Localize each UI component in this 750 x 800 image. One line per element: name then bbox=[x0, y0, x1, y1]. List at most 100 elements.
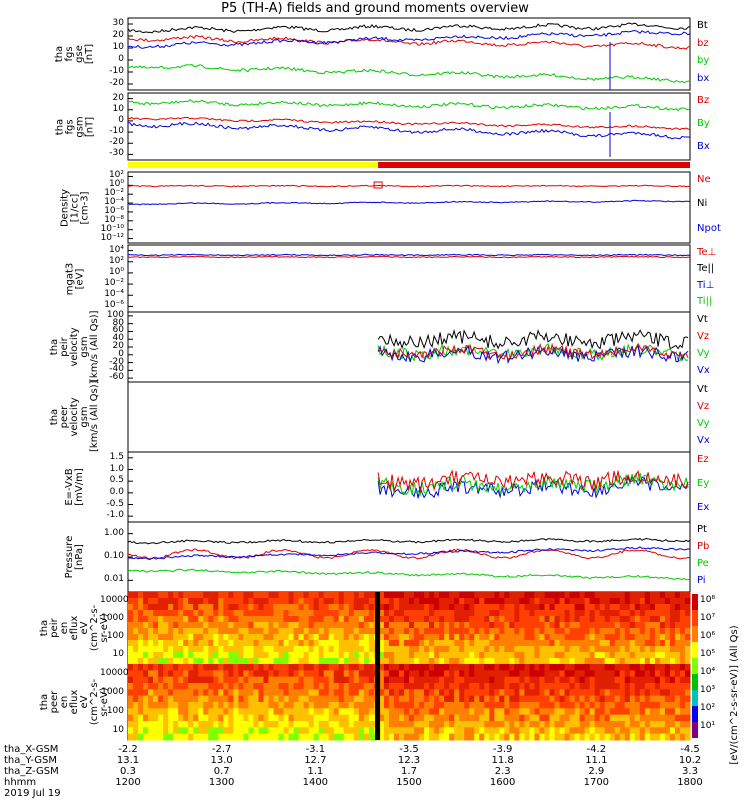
peir-en-cell bbox=[253, 658, 259, 665]
peer-en-cell bbox=[238, 695, 244, 703]
peir-en-cell bbox=[674, 610, 681, 617]
peer-en-cell bbox=[203, 695, 209, 703]
peer-en-cell bbox=[263, 689, 269, 697]
peer-en-cell bbox=[138, 727, 144, 735]
peer-en-cell bbox=[549, 683, 556, 690]
peir-en-cell bbox=[619, 610, 626, 617]
peir-en-cell bbox=[629, 652, 636, 659]
peer-en-cell bbox=[308, 695, 315, 703]
peer-en-cell bbox=[494, 676, 500, 684]
peir-en-cell bbox=[393, 628, 400, 635]
peir-en-cell bbox=[459, 646, 465, 653]
peer-en-cell bbox=[143, 721, 149, 728]
peer-en-cell bbox=[639, 714, 646, 722]
peer-en-cell bbox=[248, 714, 254, 722]
peer-en-cell bbox=[353, 689, 360, 697]
peir-en-cell bbox=[378, 598, 385, 605]
peer-en-cell bbox=[679, 683, 686, 690]
peer-en-cell bbox=[143, 727, 149, 735]
peir-en-cell bbox=[233, 652, 239, 659]
peer-en-cell bbox=[549, 714, 556, 722]
peer-en-cell bbox=[143, 689, 149, 697]
peir-en-cell bbox=[684, 658, 691, 665]
peir-en-cell bbox=[454, 640, 460, 647]
peer-en-cell bbox=[554, 695, 561, 703]
peer-en-cell bbox=[579, 695, 586, 703]
peir-en-cell bbox=[328, 598, 335, 605]
peir-en-cell bbox=[193, 622, 199, 629]
efield-tick-label: 0.5 bbox=[109, 475, 124, 486]
peer-en-cell bbox=[228, 733, 234, 741]
peer-en-cell bbox=[128, 727, 134, 735]
peir-en-cell bbox=[479, 640, 485, 647]
peer-en-cell bbox=[529, 689, 535, 697]
peer-en-cell bbox=[434, 676, 440, 684]
peer-en-cell bbox=[348, 683, 355, 690]
peir-en-cell bbox=[213, 616, 219, 623]
peer-en-cell bbox=[564, 676, 571, 684]
peer-en-cell bbox=[393, 670, 400, 678]
peer-en-cell bbox=[158, 721, 164, 728]
peir-en-cell bbox=[283, 658, 290, 665]
peer-en-cell bbox=[343, 670, 350, 678]
peir-en-cell bbox=[564, 610, 571, 617]
pressure-legend-2: Pe bbox=[697, 558, 709, 570]
peer-en-cell bbox=[564, 683, 571, 690]
peir-en-cell bbox=[594, 616, 601, 623]
peir-en-cell bbox=[614, 598, 621, 605]
peir-en-cell bbox=[434, 646, 440, 653]
peir-en-cell bbox=[233, 610, 239, 617]
peir-en-cell bbox=[383, 646, 390, 653]
peer-en-cell bbox=[383, 689, 390, 697]
peer-en-cell bbox=[629, 689, 636, 697]
peir-en-cell bbox=[148, 604, 154, 611]
temp-legend-1: Te|| bbox=[697, 263, 715, 275]
peir-en-cell bbox=[594, 604, 601, 611]
peer-en-cell bbox=[604, 721, 611, 728]
peer-en-cell bbox=[614, 689, 621, 697]
peir-en-cell bbox=[323, 634, 330, 641]
peer-en-cell bbox=[293, 702, 300, 709]
peer-en-cell bbox=[333, 664, 340, 671]
peer-en-cell bbox=[494, 702, 500, 709]
peir-en-cell bbox=[183, 610, 189, 617]
peer-en-cell bbox=[644, 695, 651, 703]
peir-en-cell bbox=[138, 646, 144, 653]
peir-en-cell bbox=[619, 634, 626, 641]
peer-en-cell bbox=[333, 721, 340, 728]
peir-en-cell bbox=[163, 622, 169, 629]
peir-en-cell bbox=[393, 592, 400, 599]
peir-en-cell bbox=[243, 628, 249, 635]
peer-en-cell bbox=[574, 683, 581, 690]
peer-en-cell bbox=[449, 670, 455, 678]
peir-en-cell bbox=[609, 592, 616, 599]
peir-en-cell bbox=[564, 646, 571, 653]
peir-en-cell bbox=[539, 640, 545, 647]
peir-en-cell bbox=[574, 622, 581, 629]
peir-en-cell bbox=[639, 592, 646, 599]
x-row-label: tha_Z-GSM bbox=[4, 766, 59, 777]
peer-en-cell bbox=[243, 721, 249, 728]
peir-en-cell bbox=[524, 628, 530, 635]
peir-en-cell bbox=[258, 598, 264, 605]
peir-en-cell bbox=[509, 652, 515, 659]
peer-en-cell bbox=[604, 714, 611, 722]
peer-en-cell bbox=[529, 664, 535, 671]
peir-en-cell bbox=[188, 604, 194, 611]
peir-en-cell bbox=[454, 628, 460, 635]
peir-en-cell bbox=[323, 658, 330, 665]
x-row-value: -2.2 bbox=[118, 744, 138, 755]
peer-en-cell bbox=[514, 708, 520, 716]
pressure-legend-0: Pt bbox=[697, 524, 707, 535]
peer-en-cell bbox=[328, 695, 335, 703]
peer-en-cell bbox=[353, 727, 360, 735]
peer-en-cell bbox=[424, 714, 430, 722]
peir-en-cell bbox=[459, 610, 465, 617]
peer-en-cell bbox=[679, 670, 686, 678]
peir-en-cell bbox=[559, 646, 566, 653]
Vx-line bbox=[377, 344, 689, 365]
peir-en-cell bbox=[434, 628, 440, 635]
peer-en-cell bbox=[669, 702, 676, 709]
peir-en-cell bbox=[238, 598, 244, 605]
peir-en-cell bbox=[669, 646, 676, 653]
